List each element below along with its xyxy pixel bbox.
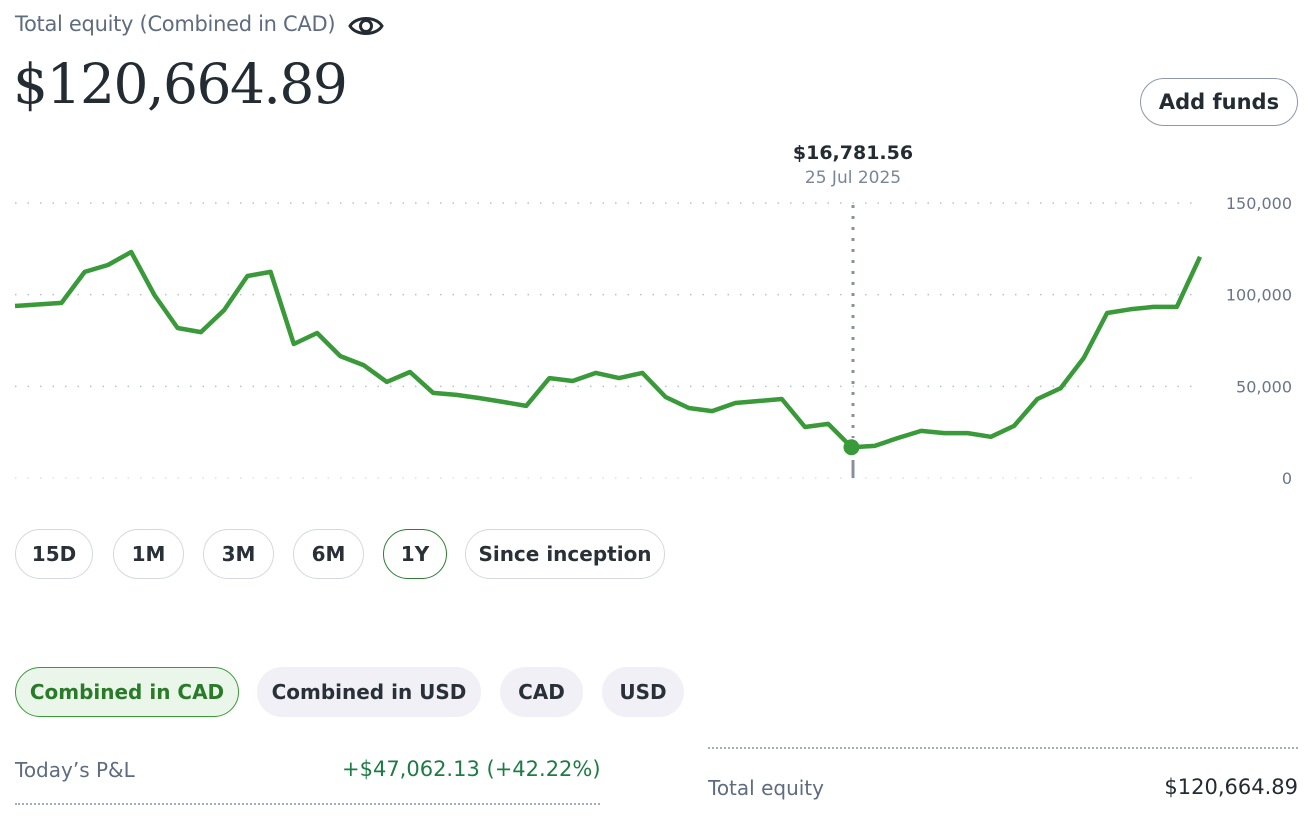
- currency-tab-combined-in-usd[interactable]: Combined in USD: [257, 667, 481, 717]
- equity-line: [14, 249, 1203, 450]
- tooltip-date: 25 Jul 2025: [805, 168, 901, 188]
- pnl-value: +$47,062.13 (+42.22%): [342, 757, 601, 781]
- divider: [15, 803, 600, 805]
- pnl-label: Today’s P&L: [15, 758, 135, 782]
- total-equity-label: Total equity: [708, 776, 824, 800]
- y-tick-label: 150,000: [1226, 194, 1292, 213]
- y-tick-label: 50,000: [1236, 377, 1292, 396]
- range-tab-1m[interactable]: 1M: [113, 529, 184, 579]
- eye-icon[interactable]: [348, 12, 384, 40]
- total-equity-summary-value: $120,664.89: [1164, 775, 1298, 799]
- divider: [708, 747, 1298, 749]
- y-tick-label: 0: [1282, 469, 1292, 488]
- total-equity-value: $120,664.89: [13, 52, 348, 116]
- equity-chart[interactable]: 150,000 100,000 50,000 0 $16,781.56 25 Jul …: [0, 0, 1315, 500]
- range-tab-3m[interactable]: 3M: [203, 529, 274, 579]
- range-tab-15d[interactable]: 15D: [15, 529, 93, 579]
- range-tab-since-inception[interactable]: Since inception: [465, 529, 665, 579]
- tooltip-value: $16,781.56: [793, 142, 913, 164]
- range-tab-6m[interactable]: 6M: [293, 529, 364, 579]
- range-tab-1y[interactable]: 1Y: [383, 529, 447, 579]
- highlight-point[interactable]: [843, 439, 860, 456]
- currency-tab-usd[interactable]: USD: [602, 667, 684, 717]
- add-funds-button[interactable]: Add funds: [1140, 78, 1298, 126]
- y-tick-label: 100,000: [1226, 286, 1292, 305]
- currency-tab-combined-in-cad[interactable]: Combined in CAD: [15, 667, 239, 717]
- total-equity-title: Total equity (Combined in CAD): [15, 12, 336, 36]
- currency-tab-cad[interactable]: CAD: [500, 667, 583, 717]
